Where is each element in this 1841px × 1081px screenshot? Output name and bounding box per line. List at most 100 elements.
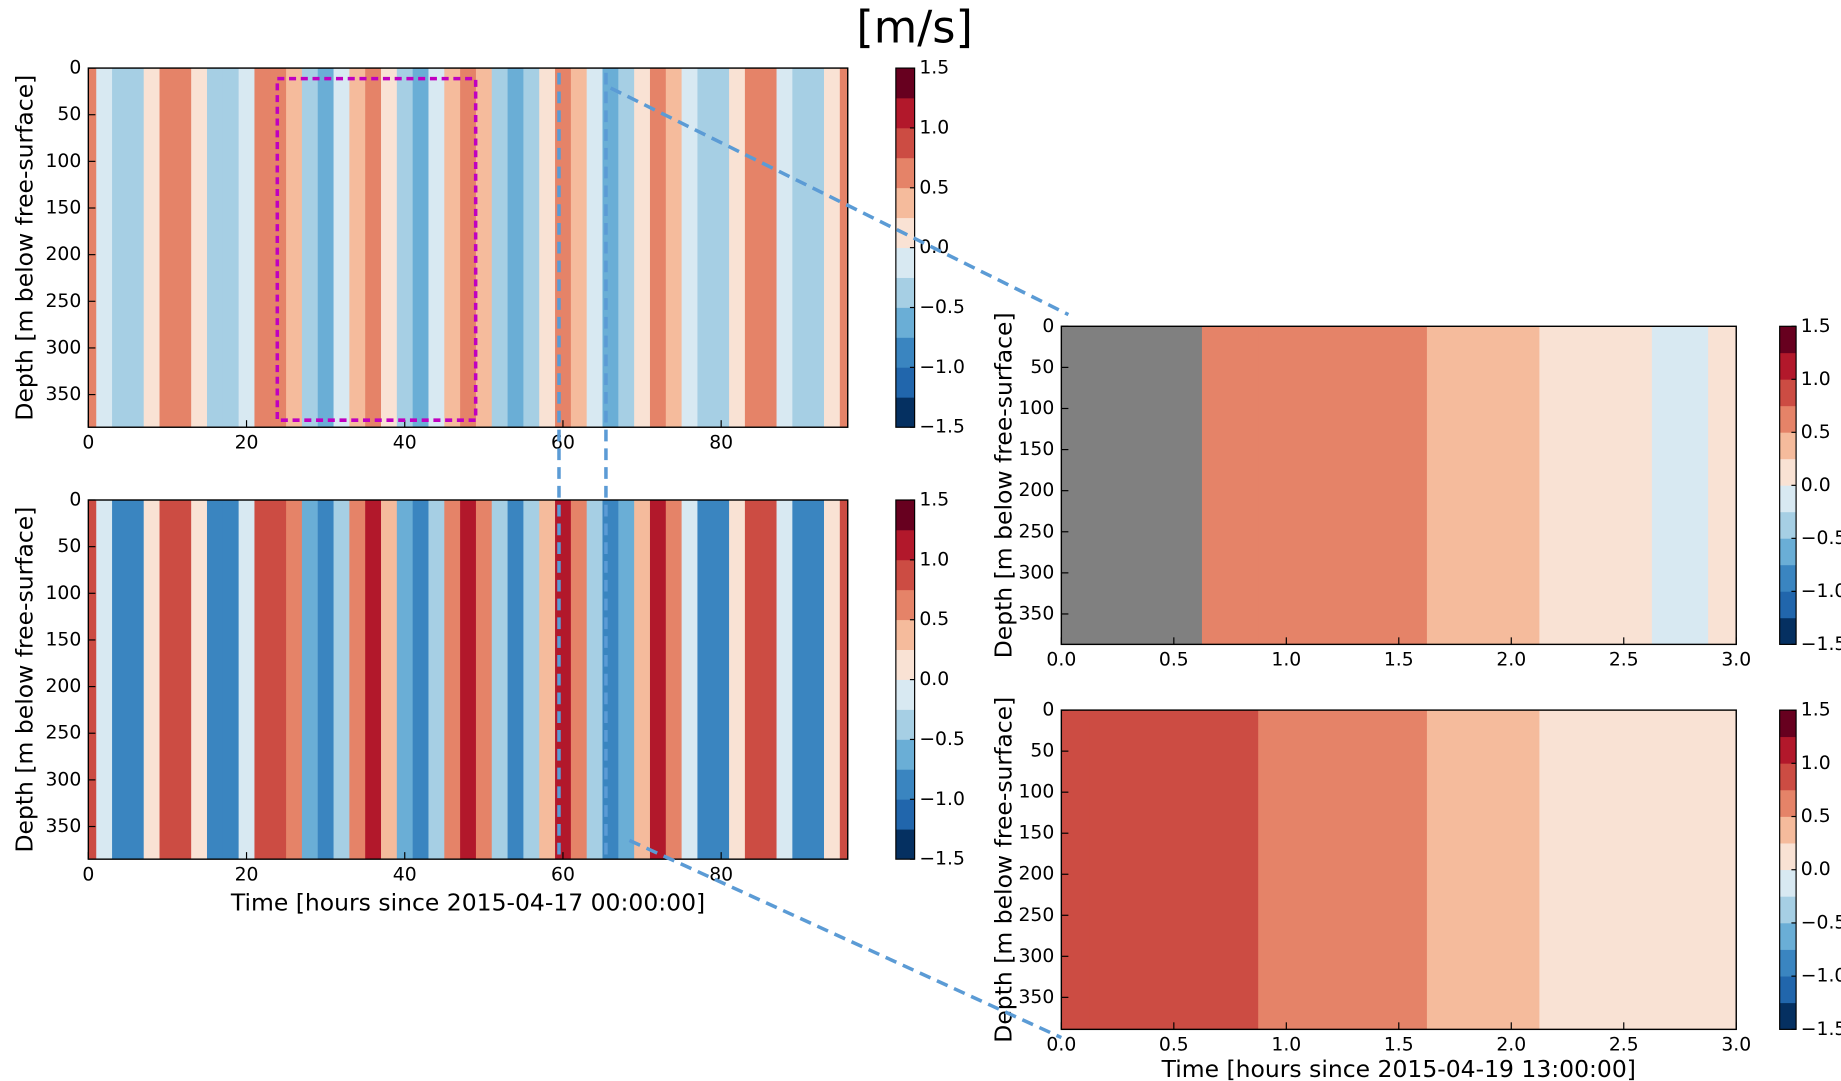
y-tick-label: 0	[1042, 700, 1054, 721]
velocity-cell	[191, 500, 208, 860]
colorbar-segment	[1779, 949, 1797, 977]
velocity-cell	[744, 500, 762, 860]
velocity-cell	[839, 500, 849, 860]
colorbar-segment	[895, 619, 915, 651]
colorbar-segment	[1779, 326, 1797, 354]
y-tick-label: 150	[45, 629, 81, 650]
velocity-cell	[112, 500, 129, 860]
y-tick-label: 0	[1042, 316, 1054, 337]
colorbar-segment	[1779, 816, 1797, 844]
figure-title: [m/s]	[856, 1, 973, 53]
velocity-cell	[270, 68, 287, 428]
velocity-cell	[112, 68, 129, 428]
colorbar-tick-label: 1.5	[1801, 316, 1831, 337]
y-tick-label: 100	[1018, 398, 1054, 419]
velocity-cell	[127, 68, 145, 428]
y-tick-label: 300	[45, 769, 81, 790]
x-tick-label: 0.0	[1046, 650, 1076, 671]
velocity-cell	[381, 500, 398, 860]
colorbar-segment	[895, 739, 915, 770]
velocity-cell	[1595, 326, 1653, 645]
colorbar-segment	[1779, 617, 1797, 645]
colorbar-segment	[895, 247, 915, 278]
x-tick-label: 20	[235, 864, 259, 885]
y-tick-label: 350	[1018, 987, 1054, 1008]
colorbar-tick-label: 0.0	[919, 669, 949, 690]
velocity-cell	[317, 68, 335, 428]
colorbar-tick-label: 1.0	[1801, 753, 1831, 774]
colorbar-tick-label: −1.0	[1801, 966, 1841, 987]
x-tick-label: 3.0	[1721, 650, 1751, 671]
velocity-cell	[776, 68, 793, 428]
velocity-cell	[175, 500, 192, 860]
velocity-cell	[238, 68, 255, 428]
y-tick-label: 100	[45, 151, 81, 172]
velocity-cell	[523, 500, 540, 860]
velocity-cell	[1370, 710, 1428, 1030]
velocity-cell	[1089, 710, 1147, 1030]
zoom-line	[609, 86, 1070, 317]
colorbar-tick-label: 1.5	[919, 490, 949, 511]
y-tick-label: 250	[45, 723, 81, 744]
velocity-cell	[143, 500, 160, 860]
colorbar-segment	[895, 68, 915, 99]
y-tick-label: 250	[1018, 905, 1054, 926]
velocity-cell	[507, 500, 524, 860]
y-axis-label: Depth [m below free-surface]	[11, 75, 39, 421]
velocity-cell	[586, 500, 603, 860]
colorbar-segment	[1779, 1002, 1797, 1030]
velocity-cell	[823, 68, 841, 428]
colorbar-segment	[895, 367, 915, 398]
plot-frame	[87, 67, 849, 428]
y-tick-label: 250	[1018, 521, 1054, 542]
colorbar-tick-label: −1.5	[919, 417, 965, 438]
velocity-cell	[191, 68, 208, 428]
colorbar-segment	[895, 500, 915, 531]
velocity-cell	[238, 500, 255, 860]
colorbar-tick-label: −0.5	[1801, 528, 1841, 549]
velocity-cell	[634, 68, 651, 428]
velocity-cell	[270, 500, 287, 860]
velocity-cell	[460, 500, 477, 860]
y-tick-label: 300	[1018, 946, 1054, 967]
y-tick-label: 300	[1018, 562, 1054, 583]
colorbar-tick-label: −1.5	[1801, 634, 1841, 655]
y-tick-label: 200	[45, 676, 81, 697]
colorbar-segment	[1779, 458, 1797, 486]
colorbar-segment	[895, 709, 915, 740]
x-tick-label: 60	[551, 864, 575, 885]
velocity-cell	[206, 68, 224, 428]
velocity-cell	[792, 500, 809, 860]
velocity-cell	[428, 68, 445, 428]
y-axis-label: Depth [m below free-surface]	[990, 697, 1018, 1043]
y-tick-label: 150	[1018, 439, 1054, 460]
colorbar-segment	[1779, 976, 1797, 1004]
velocity-cell	[1708, 710, 1737, 1030]
colorbar-segment	[1779, 869, 1797, 897]
x-tick-label: 80	[709, 432, 733, 453]
velocity-cell	[823, 500, 841, 860]
velocity-cell	[254, 68, 271, 428]
colorbar-segment	[895, 187, 915, 219]
colorbar-tick-label: 1.0	[1801, 369, 1831, 390]
x-tick-label: 1.5	[1384, 650, 1414, 671]
colorbar-segment	[895, 157, 915, 189]
velocity-cell	[96, 500, 113, 860]
colorbar-tick-label: −1.5	[1801, 1019, 1841, 1040]
velocity-cell	[1426, 326, 1484, 645]
x-tick-label: 2.5	[1609, 1034, 1639, 1055]
colorbar-segment	[1779, 736, 1797, 764]
colorbar-tick-label: 1.0	[919, 117, 949, 138]
colorbar-tick-label: 1.0	[919, 549, 949, 570]
velocity-cell	[460, 68, 477, 428]
velocity-cell	[570, 500, 588, 860]
velocity-cell	[1314, 710, 1372, 1030]
velocity-cell	[286, 500, 303, 860]
velocity-cell	[1145, 710, 1203, 1030]
velocity-cell	[1595, 710, 1653, 1030]
velocity-cell	[412, 500, 429, 860]
colorbar-tick-label: 1.5	[1801, 700, 1831, 721]
